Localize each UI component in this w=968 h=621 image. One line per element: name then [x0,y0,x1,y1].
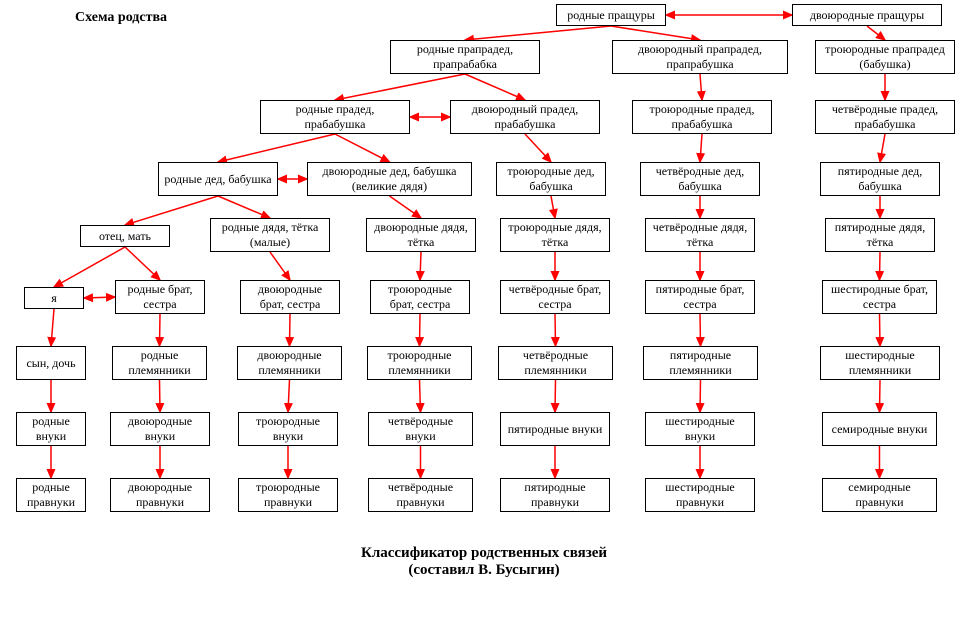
kinship-node: пятиродные правнуки [500,478,610,512]
kinship-node: двоюродные брат, сестра [240,280,340,314]
kinship-node: родные дядя, тётка (малые) [210,218,330,252]
kinship-node: родные прадед, прабабушка [260,100,410,134]
kinship-node: четвёродные племянники [498,346,613,380]
kinship-node: родные дед, бабушка [158,162,278,196]
kinship-node: родные правнуки [16,478,86,512]
kinship-node: четвёродные дед, бабушка [640,162,760,196]
kinship-node: родные племянники [112,346,207,380]
kinship-node: четвёродные дядя, тётка [645,218,755,252]
kinship-node: троюродные дед, бабушка [496,162,606,196]
kinship-node: я [24,287,84,309]
kinship-node: пятиродные дед, бабушка [820,162,940,196]
kinship-node: троюродные правнуки [238,478,338,512]
kinship-node: шестиродные правнуки [645,478,755,512]
kinship-node: двоюродные внуки [110,412,210,446]
subtitle: Классификатор родственных связей (состав… [0,545,968,579]
kinship-node: троюродные племянники [367,346,472,380]
kinship-node: троюродные прапрадед (бабушка) [815,40,955,74]
kinship-node: двоюродные племянники [237,346,342,380]
kinship-node: двоюродные пращуры [792,4,942,26]
kinship-node: пятиродные внуки [500,412,610,446]
kinship-node: шестиродные внуки [645,412,755,446]
kinship-node: шестиродные брат, сестра [822,280,937,314]
kinship-node: двоюродные правнуки [110,478,210,512]
kinship-node: троюродные внуки [238,412,338,446]
kinship-node: семиродные правнуки [822,478,937,512]
kinship-node: пятиродные дядя, тётка [825,218,935,252]
kinship-node: шестиродные племянники [820,346,940,380]
kinship-node: двоюродные дядя, тётка [366,218,476,252]
kinship-node: троюродные прадед, прабабушка [632,100,772,134]
kinship-node: пятиродные брат, сестра [645,280,755,314]
kinship-node: отец, мать [80,225,170,247]
kinship-node: родные пращуры [556,4,666,26]
kinship-node: двоюродный прапрадед, прапрабушка [612,40,788,74]
kinship-node: двоюродный прадед, прабабушка [450,100,600,134]
kinship-node: сын, дочь [16,346,86,380]
kinship-node: двоюродные дед, бабушка (великие дядя) [307,162,472,196]
diagram-title: Схема родства [75,10,167,26]
kinship-node: родные брат, сестра [115,280,205,314]
kinship-node: родные внуки [16,412,86,446]
kinship-node: четвёродные внуки [368,412,473,446]
kinship-node: троюродные брат, сестра [370,280,470,314]
kinship-node: четвёродные прадед, прабабушка [815,100,955,134]
kinship-node: родные прапрадед, прапрабабка [390,40,540,74]
kinship-node: четвёродные правнуки [368,478,473,512]
kinship-node: семиродные внуки [822,412,937,446]
kinship-node: пятиродные племянники [643,346,758,380]
kinship-node: троюродные дядя, тётка [500,218,610,252]
kinship-node: четвёродные брат, сестра [500,280,610,314]
